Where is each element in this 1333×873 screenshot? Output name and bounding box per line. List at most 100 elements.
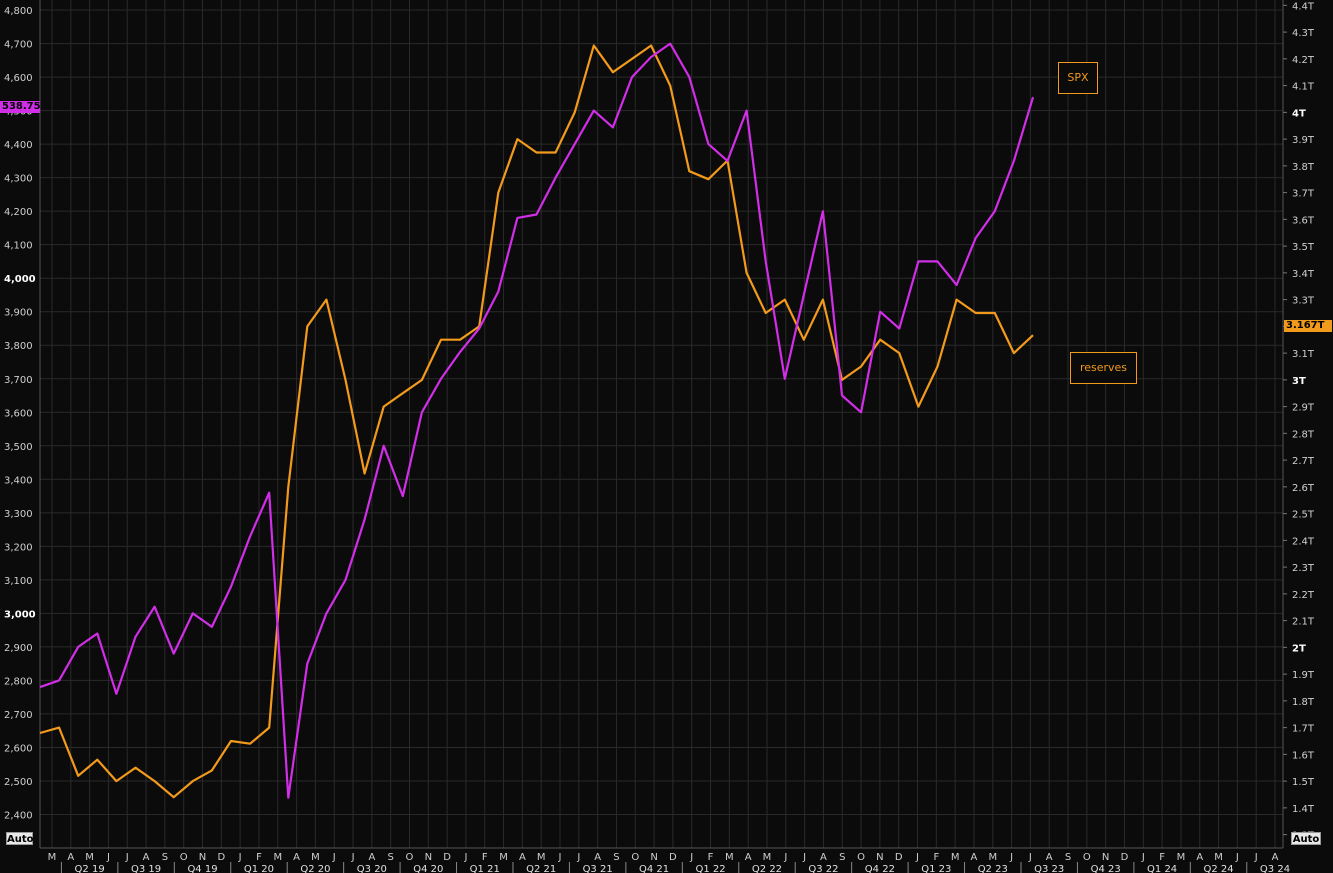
right-axis-tick-label: 2.7T — [1292, 456, 1315, 467]
x-month-label: F — [933, 852, 939, 863]
x-month-label: J — [351, 852, 355, 863]
x-month-label: A — [971, 852, 978, 863]
x-month-label: O — [406, 852, 414, 863]
reserves-series-line — [39, 44, 1034, 799]
x-quarter-label: Q3 24 — [1260, 864, 1290, 873]
x-month-label: J — [1028, 852, 1032, 863]
x-month-label: J — [125, 852, 129, 863]
x-month-label: M — [988, 852, 997, 863]
x-month-label: J — [1254, 852, 1258, 863]
left-axis-tick-label: 3,500 — [4, 442, 33, 453]
right-axis-tick-label: 4.4T — [1292, 1, 1315, 12]
x-quarter-label: Q3 20 — [357, 864, 387, 873]
x-month-label: S — [613, 852, 619, 863]
x-month-label: F — [1159, 852, 1165, 863]
spx-last-value-tag: 538.75 — [0, 101, 41, 113]
x-month-label: F — [256, 852, 262, 863]
x-quarter-label: Q2 22 — [752, 864, 782, 873]
x-month-label: J — [689, 852, 693, 863]
right-axis-tick-label: 3.3T — [1292, 296, 1315, 307]
x-month-label: O — [1083, 852, 1091, 863]
x-month-label: N — [876, 852, 883, 863]
x-month-label: J — [1141, 852, 1145, 863]
x-month-label: J — [783, 852, 787, 863]
x-month-label: N — [650, 852, 657, 863]
x-quarter-label: Q4 23 — [1091, 864, 1121, 873]
x-quarter-label: Q3 19 — [131, 864, 161, 873]
x-month-label: A — [1272, 852, 1279, 863]
left-axis-tick-label: 4,800 — [4, 6, 33, 17]
x-month-label: M — [499, 852, 508, 863]
right-axis-tick-label: 1.7T — [1292, 724, 1315, 735]
x-month-label: M — [273, 852, 282, 863]
right-axis-tick-label: 3.8T — [1292, 162, 1315, 173]
right-axis-tick-label: 2.8T — [1292, 429, 1315, 440]
reserves-last-value-tag: 3.167T — [1284, 320, 1332, 332]
x-quarter-label: Q1 22 — [695, 864, 725, 873]
x-quarter-label: Q3 22 — [808, 864, 838, 873]
left-axis-auto-button[interactable]: Auto — [6, 832, 34, 845]
spx-series-line — [39, 42, 1035, 799]
x-month-label: M — [725, 852, 734, 863]
x-month-label: O — [180, 852, 188, 863]
left-axis-tick-label: 3,000 — [4, 609, 36, 620]
right-axis-tick-label: 2.9T — [1292, 403, 1315, 414]
x-quarter-label: Q2 24 — [1203, 864, 1233, 873]
right-axis-tick-label: 3.7T — [1292, 189, 1315, 200]
x-month-label: N — [425, 852, 432, 863]
right-axis-tick-label: 2.4T — [1292, 536, 1315, 547]
right-axis-tick-label: 3T — [1292, 376, 1306, 387]
x-month-label: A — [368, 852, 375, 863]
left-axis-tick-label: 2,900 — [4, 643, 33, 654]
left-axis-tick-label: 4,300 — [4, 174, 33, 185]
x-month-label: J — [915, 852, 919, 863]
x-quarter-label: Q3 21 — [583, 864, 613, 873]
x-month-label: F — [708, 852, 714, 863]
left-axis-tick-label: 3,100 — [4, 576, 33, 587]
right-axis-tick-label: 2.5T — [1292, 510, 1315, 521]
x-month-label: A — [820, 852, 827, 863]
left-axis-tick-label: 3,300 — [4, 509, 33, 520]
x-month-label: J — [332, 852, 336, 863]
x-month-label: J — [463, 852, 467, 863]
left-axis-tick-label: 2,700 — [4, 710, 33, 721]
x-month-label: J — [576, 852, 580, 863]
left-axis-tick-label: 2,600 — [4, 743, 33, 754]
x-month-label: M — [537, 852, 546, 863]
right-axis-tick-label: 3.6T — [1292, 215, 1315, 226]
left-axis-tick-label: 2,800 — [4, 676, 33, 687]
x-month-label: A — [293, 852, 300, 863]
x-month-label: M — [48, 852, 57, 863]
x-quarter-label: Q3 23 — [1034, 864, 1064, 873]
x-quarter-label: Q1 21 — [470, 864, 500, 873]
x-month-label: J — [558, 852, 562, 863]
reserves-series-label: reserves — [1070, 352, 1137, 384]
x-month-label: J — [1009, 852, 1013, 863]
x-month-label: D — [669, 852, 677, 863]
x-month-label: M — [311, 852, 320, 863]
x-month-label: O — [857, 852, 865, 863]
x-quarter-label: Q1 20 — [244, 864, 274, 873]
x-month-label: J — [106, 852, 110, 863]
x-month-label: A — [143, 852, 150, 863]
vertical-gridlines — [51, 0, 1276, 848]
x-month-label: S — [162, 852, 168, 863]
x-month-label: D — [895, 852, 903, 863]
x-quarter-label: Q2 19 — [75, 864, 105, 873]
x-month-label: J — [1235, 852, 1239, 863]
left-axis-tick-label: 2,500 — [4, 777, 33, 788]
x-month-label: S — [387, 852, 393, 863]
x-quarter-label: Q4 20 — [413, 864, 443, 873]
x-month-label: A — [1046, 852, 1053, 863]
right-axis-tick-label: 2.1T — [1292, 617, 1315, 628]
x-quarter-label: Q2 23 — [978, 864, 1008, 873]
right-axis-tick-label: 4.3T — [1292, 28, 1315, 39]
x-month-label: J — [802, 852, 806, 863]
right-axis-tick-label: 4T — [1292, 108, 1306, 119]
left-axis-tick-label: 3,400 — [4, 475, 33, 486]
left-axis-tick-label: 3,900 — [4, 308, 33, 319]
right-axis-auto-button[interactable]: Auto — [1291, 832, 1321, 845]
left-axis-tick-label: 4,000 — [4, 274, 36, 285]
